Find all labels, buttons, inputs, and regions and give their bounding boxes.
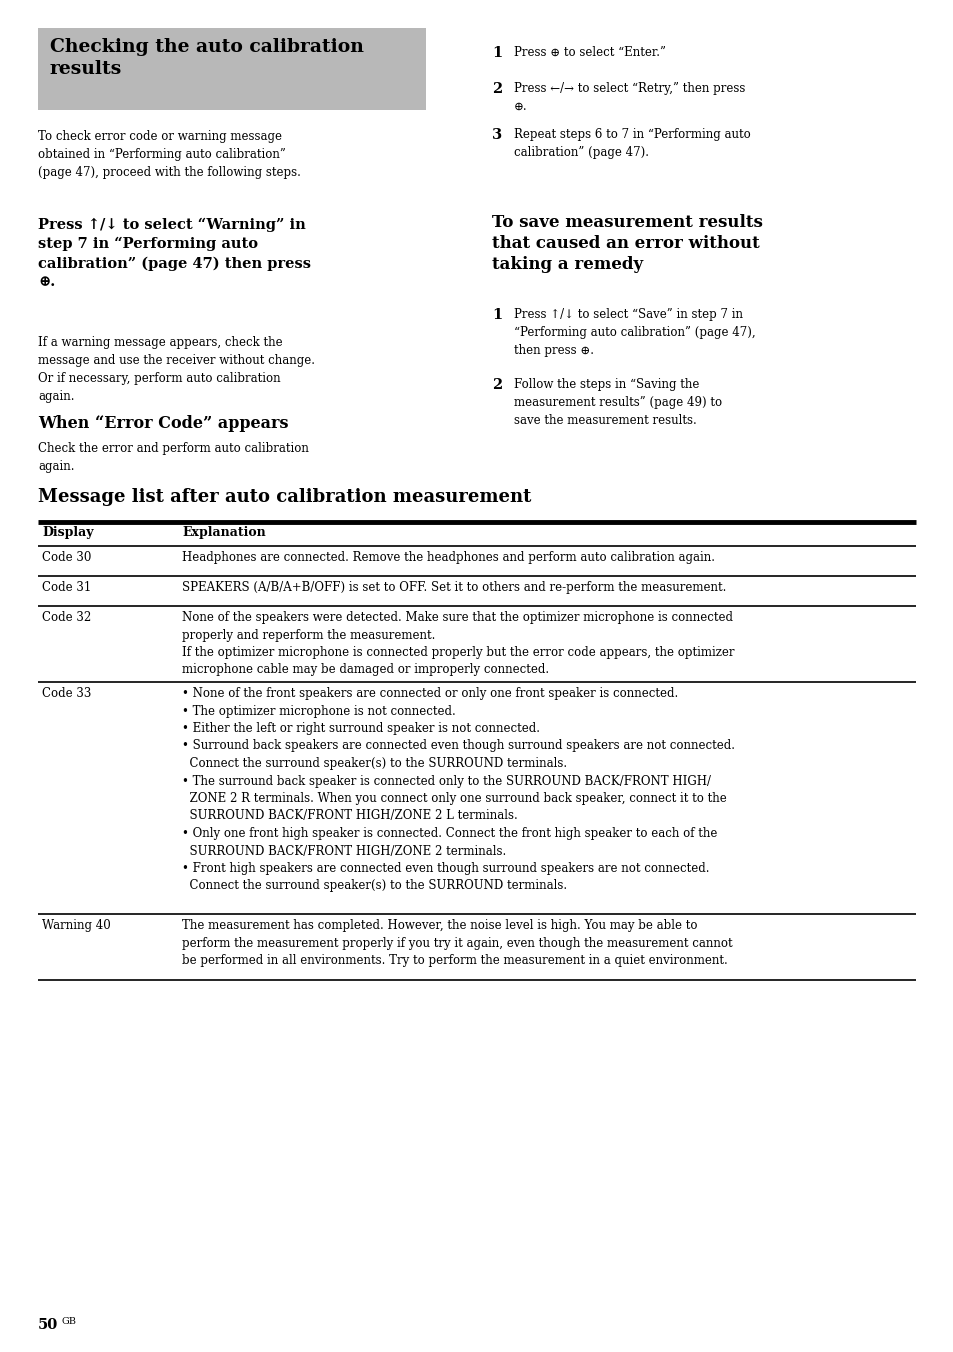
- Text: GB: GB: [62, 1317, 77, 1326]
- Text: Check the error and perform auto calibration
again.: Check the error and perform auto calibra…: [38, 442, 309, 473]
- Text: To save measurement results
that caused an error without
taking a remedy: To save measurement results that caused …: [492, 214, 762, 273]
- Text: The measurement has completed. However, the noise level is high. You may be able: The measurement has completed. However, …: [182, 919, 732, 967]
- Text: Repeat steps 6 to 7 in “Performing auto
calibration” (page 47).: Repeat steps 6 to 7 in “Performing auto …: [514, 128, 750, 160]
- Text: SPEAKERS (A/B/A+B/OFF) is set to OFF. Set it to others and re-perform the measur: SPEAKERS (A/B/A+B/OFF) is set to OFF. Se…: [182, 581, 725, 594]
- Text: Checking the auto calibration
results: Checking the auto calibration results: [50, 38, 363, 78]
- Text: Explanation: Explanation: [182, 526, 266, 539]
- Text: Follow the steps in “Saving the
measurement results” (page 49) to
save the measu: Follow the steps in “Saving the measurem…: [514, 379, 721, 427]
- Text: Headphones are connected. Remove the headphones and perform auto calibration aga: Headphones are connected. Remove the hea…: [182, 552, 714, 564]
- Text: 1: 1: [492, 308, 501, 322]
- Text: Code 32: Code 32: [42, 611, 91, 625]
- Text: 2: 2: [492, 379, 501, 392]
- Text: To check error code or warning message
obtained in “Performing auto calibration”: To check error code or warning message o…: [38, 130, 300, 178]
- Text: If a warning message appears, check the
message and use the receiver without cha: If a warning message appears, check the …: [38, 337, 314, 403]
- Text: 3: 3: [492, 128, 501, 142]
- Text: Display: Display: [42, 526, 93, 539]
- Text: Code 30: Code 30: [42, 552, 91, 564]
- Bar: [38, 28, 426, 110]
- Text: 1: 1: [492, 46, 501, 59]
- Bar: [38, 522, 915, 546]
- Text: When “Error Code” appears: When “Error Code” appears: [38, 415, 288, 433]
- Text: 2: 2: [492, 82, 501, 96]
- Text: Message list after auto calibration measurement: Message list after auto calibration meas…: [38, 488, 531, 506]
- Text: None of the speakers were detected. Make sure that the optimizer microphone is c: None of the speakers were detected. Make…: [182, 611, 734, 676]
- Text: Press ⊕ to select “Enter.”: Press ⊕ to select “Enter.”: [514, 46, 665, 59]
- Text: Press ↑/↓ to select “Warning” in
step 7 in “Performing auto
calibration” (page 4: Press ↑/↓ to select “Warning” in step 7 …: [38, 218, 311, 289]
- Text: Press ←/→ to select “Retry,” then press
⊕.: Press ←/→ to select “Retry,” then press …: [514, 82, 744, 114]
- Text: Press ↑/↓ to select “Save” in step 7 in
“Performing auto calibration” (page 47),: Press ↑/↓ to select “Save” in step 7 in …: [514, 308, 755, 357]
- Text: Code 33: Code 33: [42, 687, 91, 700]
- Text: Warning 40: Warning 40: [42, 919, 111, 932]
- Text: Code 31: Code 31: [42, 581, 91, 594]
- Text: 50: 50: [38, 1318, 58, 1332]
- Text: • None of the front speakers are connected or only one front speaker is connecte: • None of the front speakers are connect…: [182, 687, 734, 892]
